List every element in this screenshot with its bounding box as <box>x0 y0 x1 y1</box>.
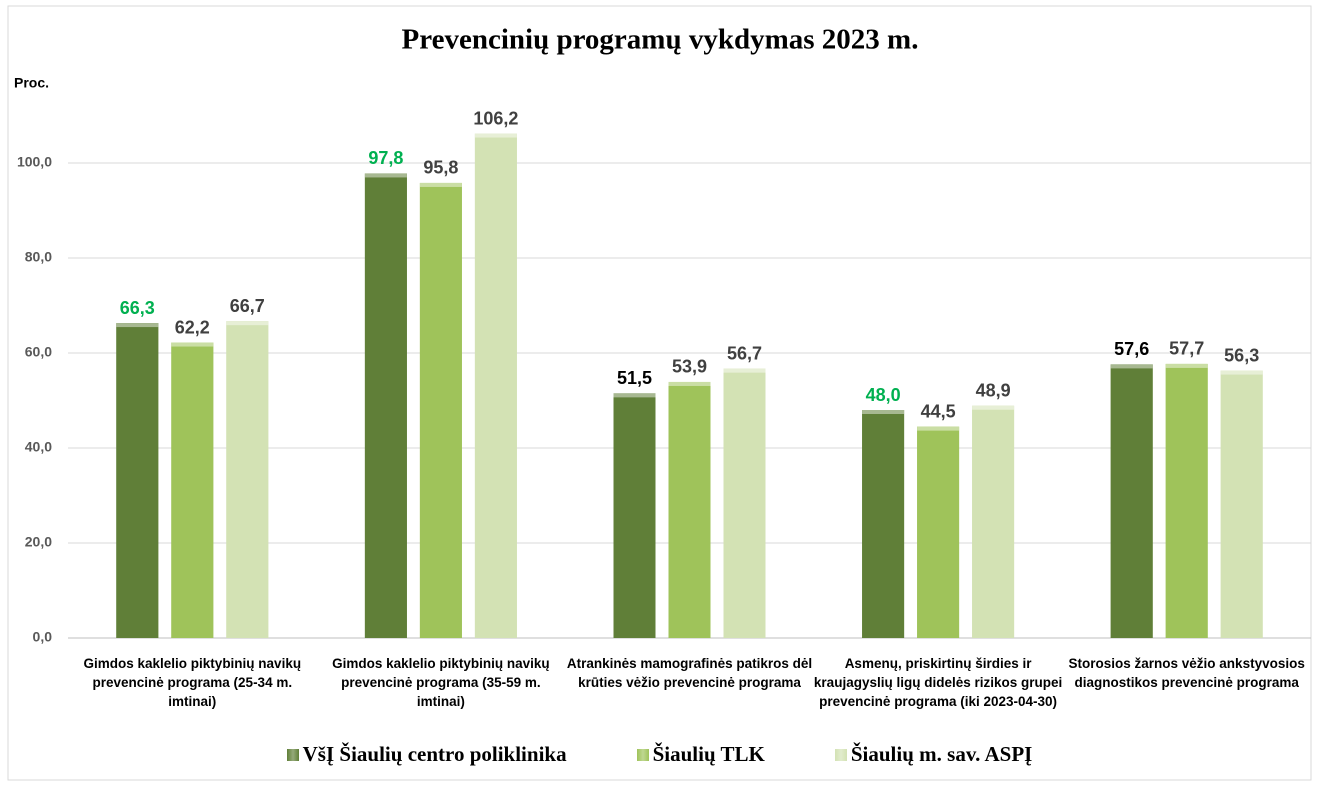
bar-cap <box>171 342 214 347</box>
bar-shade <box>226 321 269 638</box>
bar-cap <box>862 410 905 414</box>
x-tick-label: Gimdos kaklelio piktybinių navikų preven… <box>332 656 550 709</box>
data-label: 66,3 <box>120 298 155 318</box>
data-label: 53,9 <box>672 357 707 377</box>
bar-cap <box>917 426 960 431</box>
y-tick-label: 60,0 <box>25 344 52 360</box>
data-label: 66,7 <box>230 296 265 316</box>
bar-shade <box>474 133 517 639</box>
bar-shade <box>1165 363 1208 638</box>
bar-shade <box>1110 364 1153 638</box>
y-axis-label: Proc. <box>14 75 49 91</box>
data-label: 62,2 <box>175 317 210 337</box>
legend-label: Šiaulių TLK <box>652 742 765 766</box>
y-tick-label: 0,0 <box>33 629 53 645</box>
data-label: 51,5 <box>617 368 652 388</box>
bar-cap <box>474 133 517 138</box>
y-tick-label: 80,0 <box>25 249 52 265</box>
bar-cap <box>1165 363 1208 368</box>
bar-shade <box>917 426 960 638</box>
bar-cap <box>419 182 462 187</box>
bar-shade <box>419 182 462 638</box>
legend-item: VšĮ Šiaulių centro poliklinika <box>286 742 567 767</box>
bar-cap <box>723 368 766 373</box>
bar-cap <box>364 173 407 178</box>
legend-swatch <box>286 748 299 761</box>
bar-shade <box>668 381 711 638</box>
chart-title: Prevencinių programų vykdymas 2023 m. <box>402 24 919 56</box>
legend: VšĮ Šiaulių centro poliklinika Šiaulių TL… <box>0 742 1319 767</box>
data-label: 57,6 <box>1114 339 1149 359</box>
legend-swatch <box>834 748 847 761</box>
data-label: 97,8 <box>368 148 403 168</box>
bar-cap <box>116 323 159 328</box>
data-label: 48,9 <box>976 380 1011 400</box>
legend-item: Šiaulių m. sav. ASPĮ <box>834 742 1033 767</box>
y-tick-label: 20,0 <box>25 534 52 550</box>
legend-item: Šiaulių TLK <box>636 742 765 767</box>
bar-cap <box>226 321 269 326</box>
bar-shade <box>723 368 766 638</box>
data-label: 106,2 <box>473 108 518 128</box>
bar-shade <box>364 173 407 638</box>
bar-cap <box>613 393 656 398</box>
bar-shade <box>613 393 656 638</box>
data-label: 44,5 <box>921 401 956 421</box>
legend-label: Šiaulių m. sav. ASPĮ <box>850 742 1033 766</box>
bar-shade <box>1220 370 1263 638</box>
bar-cap <box>972 405 1015 410</box>
bar-shade <box>972 405 1015 638</box>
bar-cap <box>1220 370 1263 375</box>
bar-shade <box>862 410 905 638</box>
legend-swatch <box>636 748 649 761</box>
bar-cap <box>1110 364 1153 369</box>
data-label: 56,3 <box>1224 345 1259 365</box>
x-tick-label: Atrankinės mamografinės patikros dėl krū… <box>566 656 813 690</box>
legend-label: VšĮ Šiaulių centro poliklinika <box>302 742 567 766</box>
y-tick-label: 40,0 <box>25 439 52 455</box>
x-tick-label: Storosios žarnos vėžio ankstyvosios diag… <box>1068 656 1305 690</box>
chart-border <box>7 5 1312 781</box>
data-label: 95,8 <box>423 158 458 178</box>
y-tick-label: 100,0 <box>17 154 52 170</box>
x-tick-label: Asmenų, priskirtinų širdies ir kraujagys… <box>813 656 1063 709</box>
data-label: 48,0 <box>866 385 901 405</box>
bar-cap <box>668 381 711 386</box>
bar-shade <box>171 342 214 638</box>
data-label: 56,7 <box>727 343 762 363</box>
data-label: 57,7 <box>1169 339 1204 359</box>
bar-shade <box>116 323 159 638</box>
x-tick-label: Gimdos kaklelio piktybinių navikų preven… <box>83 656 302 709</box>
